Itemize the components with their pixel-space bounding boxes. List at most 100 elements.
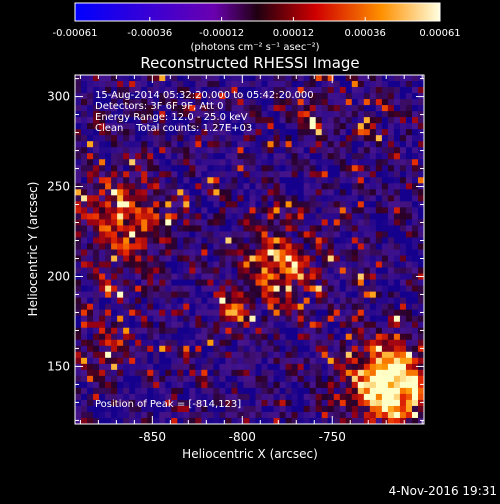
heatmap-cell [171, 93, 178, 100]
heatmap-cell [321, 225, 329, 233]
heatmap-cell [249, 261, 257, 269]
heatmap-cell [123, 219, 130, 227]
heatmap-cell [93, 207, 100, 214]
heatmap-cell [177, 381, 184, 389]
heatmap-cell [129, 261, 136, 269]
heatmap-cell [405, 291, 413, 299]
heatmap-cell [111, 327, 118, 335]
heatmap-cell [93, 93, 100, 100]
heatmap-cell [141, 261, 148, 269]
heatmap-cell [153, 345, 160, 353]
heatmap-cell [135, 249, 142, 257]
heatmap-cell [249, 183, 257, 190]
heatmap-cell [225, 219, 233, 227]
heatmap-cell [399, 351, 407, 359]
heatmap-cell [279, 111, 287, 118]
heatmap-cell [375, 399, 383, 407]
heatmap-cell [393, 207, 401, 214]
heatmap-cell [81, 147, 88, 154]
heatmap-cell [111, 261, 118, 269]
heatmap-cell [165, 273, 172, 281]
heatmap-cell [231, 249, 239, 257]
heatmap-cell [267, 369, 275, 377]
heatmap-cell [345, 237, 353, 245]
heatmap-cell [357, 249, 365, 257]
heatmap-cell [297, 243, 305, 251]
heatmap-cell [183, 177, 190, 184]
heatmap-cell [291, 303, 299, 311]
heatmap-cell [333, 225, 341, 233]
heatmap-cell [135, 219, 142, 227]
heatmap-cell [417, 87, 424, 94]
heatmap-cell [171, 261, 178, 269]
heatmap-cell [369, 303, 377, 311]
heatmap-cell [315, 261, 323, 269]
heatmap-cell [315, 387, 323, 395]
heatmap-cell [153, 393, 160, 401]
heatmap-cell [273, 219, 281, 227]
heatmap-cell [381, 141, 389, 148]
heatmap-cell [81, 393, 88, 401]
heatmap-cell [327, 315, 335, 323]
heatmap-cell [351, 387, 359, 395]
heatmap-cell [153, 171, 160, 178]
heatmap-cell [93, 99, 100, 106]
heatmap-cell [171, 219, 178, 227]
heatmap-cell [333, 105, 341, 112]
heatmap-cell [111, 93, 118, 100]
heatmap-cell [243, 93, 251, 100]
heatmap-cell [177, 243, 184, 251]
heatmap-cell [93, 225, 100, 233]
heatmap-cell [75, 399, 82, 407]
heatmap-cell [333, 75, 341, 82]
heatmap-cell [153, 213, 160, 221]
heatmap-cell [273, 123, 281, 130]
heatmap-cell [147, 111, 154, 118]
heatmap-cell [177, 213, 184, 221]
heatmap-cell [111, 105, 118, 112]
heatmap-cell [81, 141, 88, 148]
heatmap-cell [273, 369, 281, 377]
heatmap-cell [153, 405, 160, 413]
heatmap-cell [279, 339, 287, 347]
heatmap-cell [279, 321, 287, 329]
heatmap-cell [357, 405, 365, 413]
heatmap-cell [99, 345, 106, 353]
heatmap-cell [135, 303, 142, 311]
heatmap-cell [237, 123, 245, 130]
heatmap-cell [81, 303, 88, 311]
heatmap-cell [141, 219, 148, 227]
heatmap-cell [189, 129, 196, 136]
heatmap-cell [321, 93, 329, 100]
heatmap-cell [405, 339, 413, 347]
heatmap-cell [351, 129, 359, 136]
heatmap-cell [261, 273, 269, 281]
heatmap-cell [303, 273, 311, 281]
heatmap-cell [393, 75, 401, 82]
heatmap-cell [111, 87, 118, 94]
heatmap-cell [189, 237, 196, 245]
heatmap-cell [99, 189, 106, 196]
heatmap-cell [189, 243, 196, 251]
heatmap-cell [99, 309, 106, 317]
heatmap-cell [297, 303, 305, 311]
heatmap-cell [129, 351, 136, 359]
heatmap-cell [351, 267, 359, 275]
heatmap-cell [375, 123, 383, 130]
heatmap-cell [135, 81, 142, 88]
heatmap-cell [291, 75, 299, 82]
heatmap-cell [321, 399, 329, 407]
heatmap-cell [261, 111, 269, 118]
heatmap-cell [117, 117, 124, 124]
heatmap-cell [207, 195, 214, 202]
heatmap-cell [207, 297, 214, 305]
heatmap-cell [375, 267, 383, 275]
heatmap-cell [129, 207, 136, 214]
heatmap-cell [363, 93, 371, 100]
heatmap-cell [147, 105, 154, 112]
heatmap-cell [387, 111, 395, 118]
heatmap-cell [93, 333, 100, 341]
heatmap-cell [249, 285, 257, 293]
heatmap-cell [207, 411, 214, 419]
heatmap-cell [393, 189, 401, 196]
